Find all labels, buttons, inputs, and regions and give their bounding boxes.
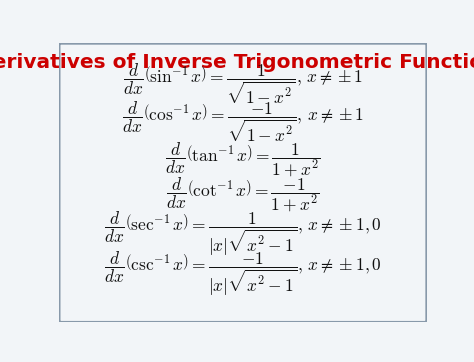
FancyBboxPatch shape	[59, 43, 427, 322]
Text: $\dfrac{d}{dx}\left(\sec^{-1}x\right)=\dfrac{1}{|x|\sqrt{x^2-1}},\, x\neq\pm 1,0: $\dfrac{d}{dx}\left(\sec^{-1}x\right)=\d…	[104, 209, 382, 258]
Text: $\dfrac{d}{dx}\left(\sin^{-1}x\right)=\dfrac{1}{\sqrt{1-x^2}},\, x\neq\pm 1$: $\dfrac{d}{dx}\left(\sin^{-1}x\right)=\d…	[123, 62, 363, 106]
Text: $\dfrac{d}{dx}\left(\cos^{-1}x\right)=\dfrac{-1}{\sqrt{1-x^2}},\, x\neq\pm 1$: $\dfrac{d}{dx}\left(\cos^{-1}x\right)=\d…	[122, 100, 364, 144]
Text: $\dfrac{d}{dx}\left(\cot^{-1}x\right)=\dfrac{-1}{1+x^2}$: $\dfrac{d}{dx}\left(\cot^{-1}x\right)=\d…	[166, 176, 319, 214]
Text: Derivatives of Inverse Trigonometric Functions: Derivatives of Inverse Trigonometric Fun…	[0, 53, 474, 72]
Text: $\dfrac{d}{dx}\left(\csc^{-1}x\right)=\dfrac{-1}{|x|\sqrt{x^2-1}},\, x\neq\pm 1,: $\dfrac{d}{dx}\left(\csc^{-1}x\right)=\d…	[104, 250, 382, 299]
Text: $\dfrac{d}{dx}\left(\tan^{-1}x\right)=\dfrac{1}{1+x^2}$: $\dfrac{d}{dx}\left(\tan^{-1}x\right)=\d…	[165, 141, 320, 179]
